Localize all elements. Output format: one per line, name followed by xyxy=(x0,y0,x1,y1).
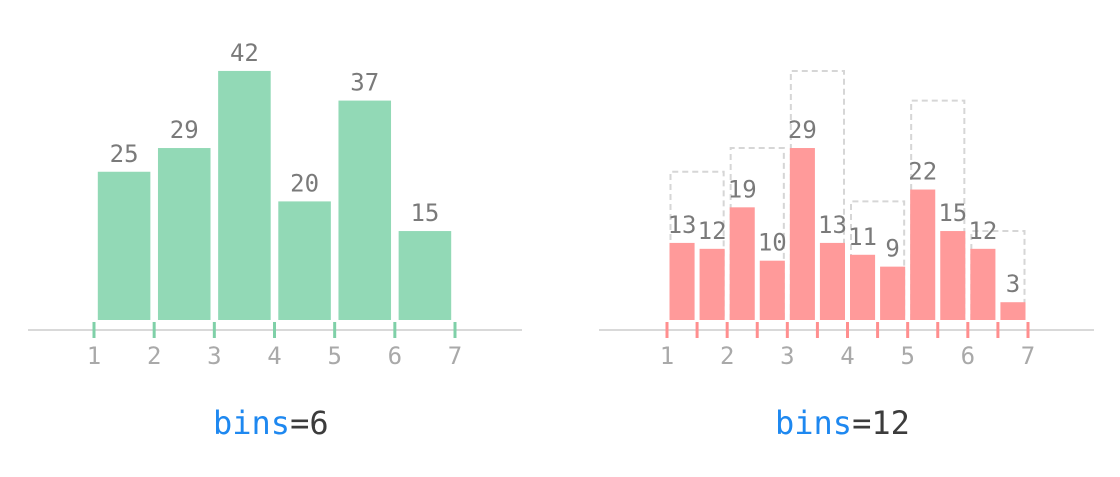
x-tick-label: 4 xyxy=(267,342,281,370)
bar xyxy=(157,148,211,320)
x-tick-label: 2 xyxy=(147,342,161,370)
bar xyxy=(338,100,392,320)
caption-bins-6: bins=6 xyxy=(213,404,329,442)
bar-value-label: 11 xyxy=(848,223,877,251)
bar xyxy=(398,231,452,320)
histogram-bins-6: 25 29 42 20 37 15 1 2 3 4 5 6 7 xyxy=(28,39,522,370)
bar-value-label: 15 xyxy=(410,199,439,227)
x-tick-label: 2 xyxy=(720,342,734,370)
x-tick-label: 7 xyxy=(1021,342,1035,370)
bar-value-label: 13 xyxy=(818,211,847,239)
x-tick-label: 1 xyxy=(87,342,101,370)
bar-value-label: 19 xyxy=(728,175,757,203)
bar-value-label: 12 xyxy=(698,217,727,245)
bar xyxy=(699,248,725,320)
bar-value-label: 42 xyxy=(230,39,259,67)
x-tick-label: 6 xyxy=(388,342,402,370)
bar-value-label: 22 xyxy=(908,158,937,186)
bar xyxy=(759,260,785,320)
bar-value-label: 15 xyxy=(938,199,967,227)
bar xyxy=(669,242,695,320)
bar xyxy=(819,242,845,320)
bar xyxy=(729,207,755,320)
bar xyxy=(97,171,151,320)
bar-value-label: 9 xyxy=(885,235,899,263)
caption-value: =6 xyxy=(290,404,329,442)
bar-value-label: 12 xyxy=(968,217,997,245)
x-tick-label: 1 xyxy=(660,342,674,370)
bar-value-label: 25 xyxy=(110,140,139,168)
bar xyxy=(910,189,936,320)
x-tick-label: 5 xyxy=(900,342,914,370)
x-tick-label: 4 xyxy=(840,342,854,370)
bar-value-label: 29 xyxy=(788,116,817,144)
x-tick-label: 5 xyxy=(327,342,341,370)
bar xyxy=(278,201,331,320)
x-tick-label: 3 xyxy=(780,342,794,370)
bar xyxy=(218,70,271,320)
overlay-outline xyxy=(850,200,906,320)
bar xyxy=(880,266,906,320)
bar-value-label: 3 xyxy=(1006,270,1020,298)
bar-value-label: 37 xyxy=(350,69,379,97)
bar xyxy=(850,254,876,320)
caption-keyword: bins xyxy=(775,404,853,442)
caption-value: =12 xyxy=(852,404,910,442)
x-tick-label: 7 xyxy=(448,342,462,370)
caption-bins-12: bins=12 xyxy=(775,404,910,442)
bar-value-label: 10 xyxy=(758,229,787,257)
bar-value-label: 13 xyxy=(668,211,697,239)
bar xyxy=(1000,302,1026,320)
overlay-outline xyxy=(910,99,966,320)
bar xyxy=(970,248,996,320)
bar-value-label: 29 xyxy=(170,116,199,144)
bar-value-label: 20 xyxy=(290,169,319,197)
bar xyxy=(940,231,966,320)
x-tick-label: 3 xyxy=(207,342,221,370)
bar xyxy=(789,148,815,320)
x-tick-label: 6 xyxy=(961,342,975,370)
caption-keyword: bins xyxy=(213,404,291,442)
